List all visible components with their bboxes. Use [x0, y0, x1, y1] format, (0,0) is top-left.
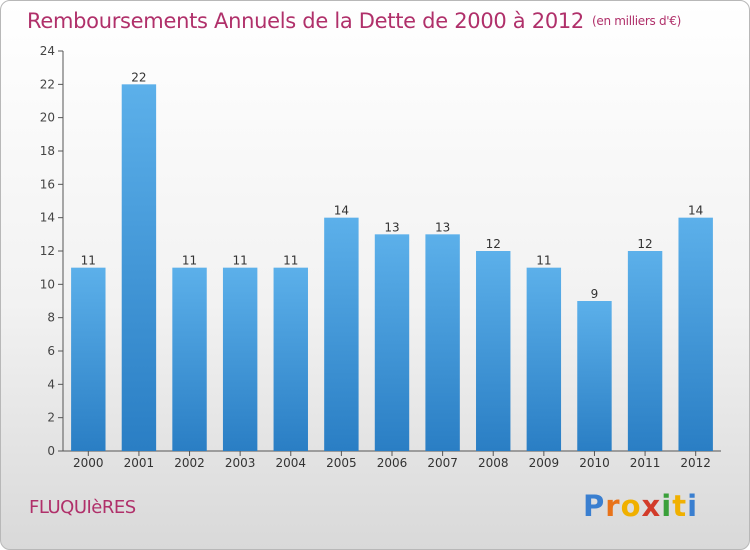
x-tick-label: 2001	[124, 456, 155, 470]
data-label: 12	[486, 237, 501, 251]
bar	[222, 267, 258, 451]
data-label: 11	[81, 254, 96, 268]
x-tick-label: 2005	[326, 456, 357, 470]
x-tick-label: 2002	[174, 456, 205, 470]
x-tick-label: 2004	[275, 456, 306, 470]
y-tick-label: 8	[47, 311, 55, 325]
x-tick-label: 2003	[225, 456, 256, 470]
y-tick-label: 24	[40, 44, 55, 58]
x-tick-label: 2006	[377, 456, 408, 470]
bar	[374, 234, 410, 451]
x-tick-label: 2008	[478, 456, 509, 470]
x-tick-label: 2012	[680, 456, 711, 470]
y-tick-label: 22	[40, 77, 55, 91]
x-tick-label: 2010	[579, 456, 610, 470]
y-tick-label: 4	[47, 377, 55, 391]
x-tick-label: 2011	[630, 456, 661, 470]
bar	[678, 217, 713, 451]
x-tick-label: 2000	[73, 456, 104, 470]
y-tick-label: 18	[40, 144, 55, 158]
y-tick-label: 2	[47, 411, 55, 425]
bar	[172, 267, 207, 451]
data-label: 12	[637, 237, 652, 251]
data-label: 22	[131, 70, 146, 84]
bar	[425, 234, 460, 451]
y-tick-label: 10	[40, 277, 55, 291]
logo-letter: r	[605, 489, 621, 523]
bar	[577, 301, 612, 451]
bar	[476, 251, 511, 451]
chart-title-text: Remboursements Annuels de la Dette de 20…	[27, 9, 584, 33]
data-label: 14	[334, 204, 349, 218]
chart-title: Remboursements Annuels de la Dette de 20…	[27, 9, 681, 33]
commune-name: FLUQUIèRES	[29, 497, 136, 518]
bar	[324, 217, 359, 451]
x-tick-label: 2007	[427, 456, 458, 470]
data-label: 13	[384, 220, 399, 234]
bar	[71, 267, 106, 451]
y-tick-label: 16	[40, 177, 55, 191]
bar	[273, 267, 308, 451]
y-tick-label: 0	[47, 444, 55, 458]
proxiti-logo[interactable]: Proxiti	[583, 489, 698, 523]
y-tick-label: 20	[40, 111, 55, 125]
data-label: 14	[688, 204, 703, 218]
logo-letter: P	[583, 489, 606, 523]
y-tick-label: 6	[47, 344, 55, 358]
logo-letter: i	[687, 489, 699, 523]
data-label: 11	[182, 254, 197, 268]
logo-letter: x	[641, 489, 662, 523]
bar	[121, 84, 157, 451]
chart-unit: (en milliers d'€)	[592, 14, 682, 28]
y-tick-label: 12	[40, 244, 55, 258]
bar	[627, 251, 663, 451]
data-label: 11	[536, 254, 551, 268]
logo-letter: o	[620, 489, 642, 523]
x-tick-label: 2009	[529, 456, 560, 470]
data-label: 9	[591, 287, 599, 301]
data-label: 11	[283, 254, 298, 268]
y-tick-label: 14	[40, 211, 55, 225]
data-label: 11	[233, 254, 248, 268]
logo-letter: i	[661, 489, 673, 523]
data-label: 13	[435, 220, 450, 234]
bar	[526, 267, 562, 451]
logo-letter: t	[672, 489, 688, 523]
